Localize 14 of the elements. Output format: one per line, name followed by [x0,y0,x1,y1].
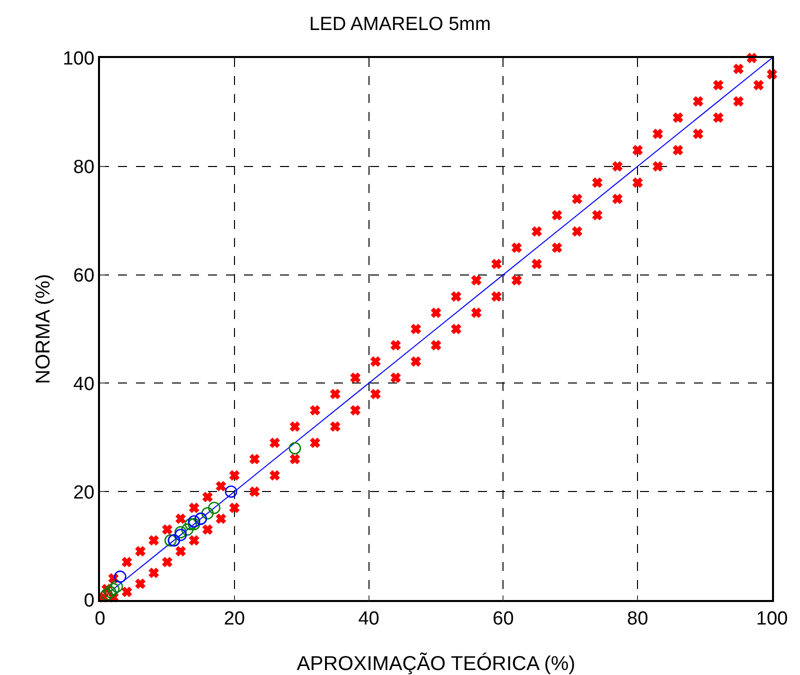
x-tick-label: 20 [224,608,245,630]
chart-title: LED AMARELO 5mm [309,14,491,36]
x-axis-title: APROXIMAÇÃO TEÓRICA (%) [296,652,576,675]
y-tick-label: 0 [84,590,94,612]
x-tick-label: 100 [756,608,788,630]
y-tick-label: 80 [73,157,94,178]
y-tick-label: 100 [62,48,94,70]
y-axis-title: NORMA (%) [32,274,54,384]
x-tick-label: 80 [627,608,648,630]
x-tick-label: 40 [358,608,380,630]
y-tick-label: 20 [73,482,94,504]
y-tick-label: 60 [73,265,94,286]
x-tick-label: 60 [492,608,514,630]
y-tick-label: 40 [73,374,94,395]
